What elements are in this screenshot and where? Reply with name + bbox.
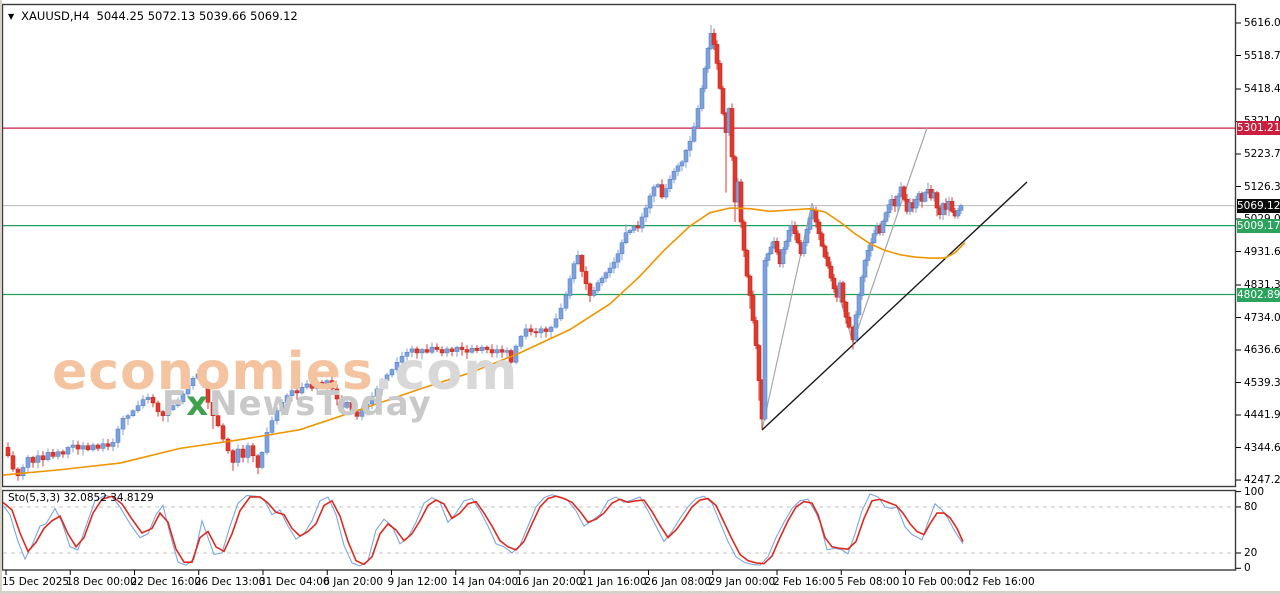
time-axis-label: 5 Feb 08:00 — [837, 576, 900, 588]
price-axis-label: 5418.40 — [1244, 82, 1280, 95]
time-axis-label: 2 Feb 16:00 — [773, 576, 836, 588]
price-axis-label: 4441.95 — [1244, 409, 1280, 422]
stochastic-axis-label: 80 — [1244, 500, 1258, 513]
watermark-brand: economies.com — [52, 342, 518, 402]
time-axis-label: 9 Jan 12:00 — [387, 576, 448, 588]
price-axis-label: 4247.25 — [1244, 474, 1280, 487]
time-axis-label: 6 Jan 20:00 — [323, 576, 384, 588]
watermark-economies-text: economies — [52, 342, 374, 402]
symbol-dropdown-icon[interactable]: ▼ — [8, 11, 15, 21]
price-axis-label: 5126.35 — [1244, 180, 1280, 193]
price-axis-label: 4636.65 — [1244, 344, 1280, 356]
window-bottom-edge — [0, 591, 1280, 594]
time-axis-label: 10 Feb 00:00 — [901, 576, 971, 588]
time-axis-label: 22 Dec 16:00 — [130, 576, 202, 588]
time-axis-label: 31 Dec 04:00 — [259, 576, 330, 588]
watermark-newstoday-text: NewsToday — [209, 384, 432, 424]
window-left-edge — [0, 0, 2, 594]
current-price-badge: 5069.12 — [1237, 198, 1280, 213]
stochastic-axis-label: 100 — [1244, 485, 1265, 498]
symbol-period-label: XAUUSD,H4 — [21, 9, 90, 23]
price-axis-label: 4344.60 — [1244, 441, 1280, 454]
time-axis-label: 16 Jan 20:00 — [516, 576, 583, 588]
price-axis-label: 5223.70 — [1244, 148, 1280, 160]
time-axis-label: 15 Dec 2025 — [2, 576, 70, 588]
watermark-com-text: .com — [373, 342, 519, 402]
resistance-price-badge[interactable]: 5301.21 — [1237, 121, 1280, 136]
time-axis-label: 26 Dec 13:00 — [194, 576, 266, 588]
price-axis-label: 5518.70 — [1244, 49, 1280, 62]
time-axis-label: 14 Jan 04:00 — [451, 576, 519, 588]
watermark-x-logo: x — [186, 384, 210, 424]
watermark-tagline: FxNewsToday — [162, 384, 432, 424]
price-axis-label: 4931.65 — [1244, 245, 1280, 258]
support-price-badge-2[interactable]: 4802.89 — [1237, 287, 1280, 302]
time-axis-label: 26 Jan 08:00 — [644, 576, 711, 588]
price-axis-label: 5616.05 — [1244, 17, 1280, 29]
chart-title-bar: ▼ XAUUSD,H4 5044.25 5072.13 5039.66 5069… — [8, 9, 298, 23]
time-axis-label: 12 Feb 16:00 — [965, 576, 1035, 588]
stochastic-axis-label: 20 — [1244, 546, 1258, 559]
watermark-f-text: F — [162, 384, 187, 424]
price-axis-label: 4539.30 — [1244, 376, 1280, 389]
time-axis-label: 21 Jan 16:00 — [580, 576, 647, 588]
stochastic-indicator-label: Sto(5,3,3) 32.0852 34.8129 — [8, 492, 154, 504]
time-axis-label: 18 Dec 00:00 — [66, 576, 137, 588]
support-price-badge-1[interactable]: 5009.17 — [1237, 218, 1280, 233]
stochastic-axis-label: 0 — [1244, 562, 1251, 575]
time-axis-label: 29 Jan 00:00 — [708, 576, 776, 588]
ohlc-values-label: 5044.25 5072.13 5039.66 5069.12 — [96, 9, 298, 23]
price-axis-label: 4734.00 — [1244, 311, 1280, 324]
